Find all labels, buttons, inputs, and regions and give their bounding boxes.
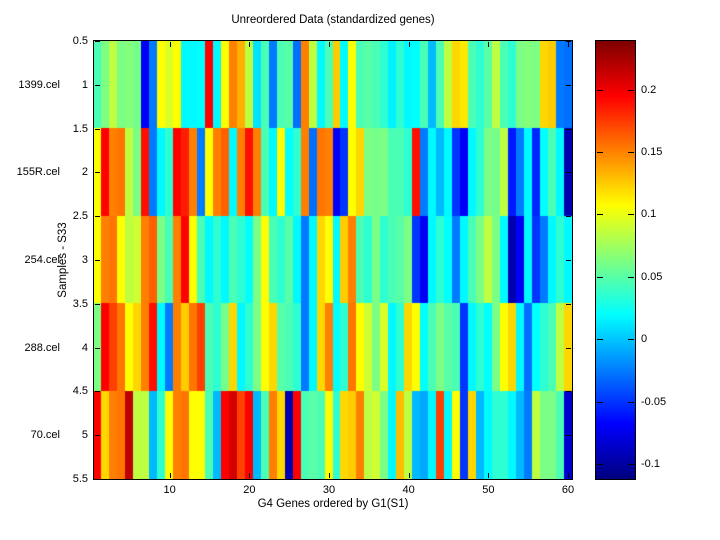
x-tick-mark-top	[488, 42, 490, 47]
y-tick-mark-right	[566, 391, 571, 393]
y-tick-label: 4	[81, 341, 88, 354]
y-tick-mark	[95, 303, 100, 305]
x-tick-label: 20	[243, 484, 256, 496]
y-tick-label: 1.5	[72, 122, 88, 135]
y-tick-mark-right	[566, 347, 571, 349]
x-tick-label: 30	[322, 484, 336, 496]
x-tick-mark-top	[408, 42, 410, 47]
colorbar-tick-right	[628, 401, 634, 403]
y-tick-mark	[95, 435, 100, 437]
colorbar-tick-right	[628, 276, 634, 278]
colorbar-tick-label: -0.05	[641, 395, 667, 408]
y-tick-mark	[95, 41, 100, 42]
colorbar-tick-right	[628, 464, 634, 466]
y-tick-mark-right	[566, 435, 571, 437]
y-tick-mark-right	[566, 128, 571, 130]
colorbar-tick-left	[597, 339, 603, 341]
y-tick-mark	[95, 216, 100, 218]
sample-label: 155R.cel	[16, 166, 60, 179]
colorbar-tick-label: 0.15	[641, 146, 663, 159]
y-tick-mark-right	[566, 303, 571, 305]
x-tick-mark	[568, 473, 570, 478]
colorbar-tick-label: 0.2	[641, 83, 657, 96]
colorbar-tick-right	[628, 89, 634, 91]
x-tick-label: 60	[561, 484, 575, 496]
y-tick-mark	[95, 479, 100, 480]
colorbar-tick-label: 0	[641, 333, 648, 346]
y-tick-label: 5	[81, 429, 88, 442]
y-tick-mark-right	[566, 172, 571, 174]
x-tick-mark-top	[249, 42, 251, 47]
y-tick-mark	[95, 391, 100, 393]
colorbar-tick-left	[597, 401, 603, 403]
x-tick-mark	[488, 473, 490, 478]
y-tick-label: 2	[81, 166, 88, 179]
axes-border	[93, 40, 573, 480]
colorbar-tick-left	[597, 464, 603, 466]
x-tick-mark-top	[169, 42, 171, 47]
colorbar-tick-left	[597, 276, 603, 278]
y-tick-mark	[95, 172, 100, 174]
chart-title: Unreordered Data (standardized genes)	[231, 14, 435, 26]
y-tick-label: 2.5	[72, 210, 88, 223]
colorbar-tick-label: 0.05	[641, 270, 663, 283]
colorbar-tick-right	[628, 152, 634, 154]
y-tick-mark-right	[566, 84, 571, 86]
colorbar-tick-left	[597, 89, 603, 91]
x-tick-mark	[329, 473, 331, 478]
y-tick-label: 0.5	[72, 35, 88, 47]
colorbar-tick-left	[597, 214, 603, 216]
sample-label: 70.cel	[30, 429, 60, 442]
colorbar-tick-right	[628, 339, 634, 341]
x-tick-label: 50	[482, 484, 495, 496]
x-tick-mark	[249, 473, 251, 478]
y-tick-label: 3	[81, 254, 88, 266]
sample-label: 1399.cel	[18, 78, 60, 91]
y-tick-mark	[95, 347, 100, 349]
y-tick-mark	[95, 84, 100, 86]
sample-label: 288.cel	[24, 341, 60, 354]
y-tick-mark-right	[566, 41, 571, 42]
sample-label: 254.cel	[24, 254, 60, 266]
y-tick-label: 4.5	[72, 385, 88, 398]
y-tick-mark-right	[566, 260, 571, 261]
y-tick-mark	[95, 260, 100, 261]
y-tick-label: 1	[81, 78, 88, 91]
colorbar-tick-label: -0.1	[641, 458, 660, 471]
y-tick-label: 3.5	[72, 297, 88, 310]
x-tick-mark	[169, 473, 171, 478]
y-tick-mark	[95, 128, 100, 130]
colorbar-canvas	[596, 41, 635, 479]
y-tick-mark-right	[566, 216, 571, 218]
y-tick-label: 5.5	[72, 473, 88, 485]
x-tick-label: 10	[163, 484, 176, 496]
x-tick-mark	[408, 473, 410, 478]
x-axis-label: G4 Genes ordered by G1(S1)	[257, 498, 409, 510]
x-tick-mark-top	[329, 42, 331, 47]
colorbar-tick-label: 0.1	[641, 208, 657, 221]
colorbar-border	[595, 40, 636, 480]
x-tick-mark-top	[568, 42, 570, 47]
colorbar-tick-right	[628, 214, 634, 216]
x-tick-label: 40	[402, 484, 415, 496]
y-tick-mark-right	[566, 479, 571, 480]
heatmap-canvas	[94, 41, 572, 479]
colorbar-tick-left	[597, 152, 603, 154]
